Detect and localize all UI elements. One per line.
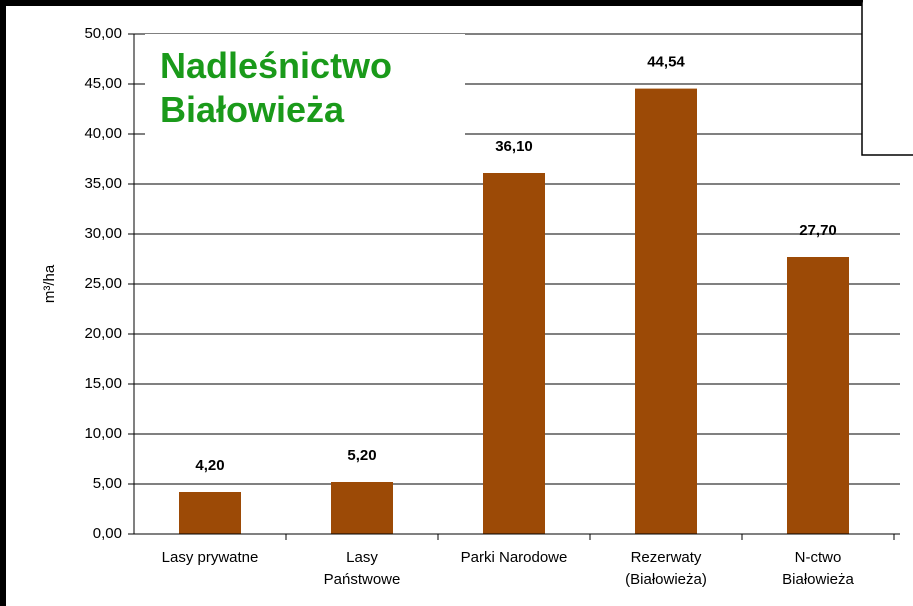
- data-label: 36,10: [495, 138, 533, 155]
- y-tick-label: 15,00: [84, 375, 122, 392]
- x-tick-label: Parki Narodowe: [461, 549, 568, 566]
- y-tick-label: 40,00: [84, 125, 122, 142]
- data-label: 4,20: [195, 457, 224, 474]
- data-label: 5,20: [347, 447, 376, 464]
- bar: [483, 173, 545, 534]
- data-label: 44,54: [647, 54, 685, 71]
- y-tick-label: 0,00: [93, 525, 122, 542]
- y-axis-label: m³/ha: [41, 264, 58, 303]
- legend-fill: [863, 0, 913, 154]
- y-tick-label: 35,00: [84, 175, 122, 192]
- y-tick-label: 20,00: [84, 325, 122, 342]
- y-tick-label: 50,00: [84, 25, 122, 42]
- bar: [635, 88, 697, 534]
- x-tick-label: Rezerwaty (Białowieża): [625, 549, 707, 588]
- data-label: 27,70: [799, 222, 837, 239]
- y-tick-label: 25,00: [84, 275, 122, 292]
- y-tick-label: 10,00: [84, 425, 122, 442]
- y-tick-label: 45,00: [84, 75, 122, 92]
- bar: [179, 492, 241, 534]
- y-tick-label: 30,00: [84, 225, 122, 242]
- y-tick-label: 5,00: [93, 475, 122, 492]
- bar: [331, 482, 393, 534]
- x-tick-label: Lasy prywatne: [162, 549, 259, 566]
- title-box: [145, 34, 465, 136]
- x-tick-label: N-ctwo Białowieża: [782, 549, 854, 588]
- chart-title: Nadleśnictwo Białowieża: [160, 45, 392, 130]
- x-tick-label: Lasy Państwowe: [324, 549, 401, 588]
- bar: [787, 257, 849, 534]
